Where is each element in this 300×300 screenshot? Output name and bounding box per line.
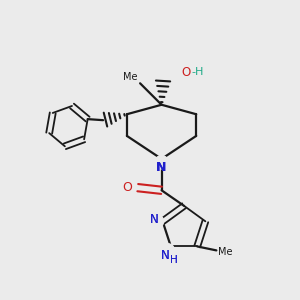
Text: O: O	[122, 181, 132, 194]
Text: H: H	[170, 255, 178, 265]
Text: N: N	[156, 160, 167, 174]
Text: N: N	[160, 249, 169, 262]
Text: O: O	[182, 66, 190, 79]
Text: N: N	[160, 249, 169, 262]
Text: Me: Me	[123, 72, 137, 82]
Circle shape	[152, 215, 164, 227]
Circle shape	[162, 244, 174, 256]
Text: N: N	[150, 213, 159, 226]
Text: N: N	[156, 160, 167, 174]
Text: Me: Me	[218, 247, 233, 257]
Text: H: H	[170, 255, 178, 265]
Text: N: N	[150, 213, 159, 226]
Circle shape	[155, 156, 168, 169]
Text: -H: -H	[191, 68, 204, 77]
